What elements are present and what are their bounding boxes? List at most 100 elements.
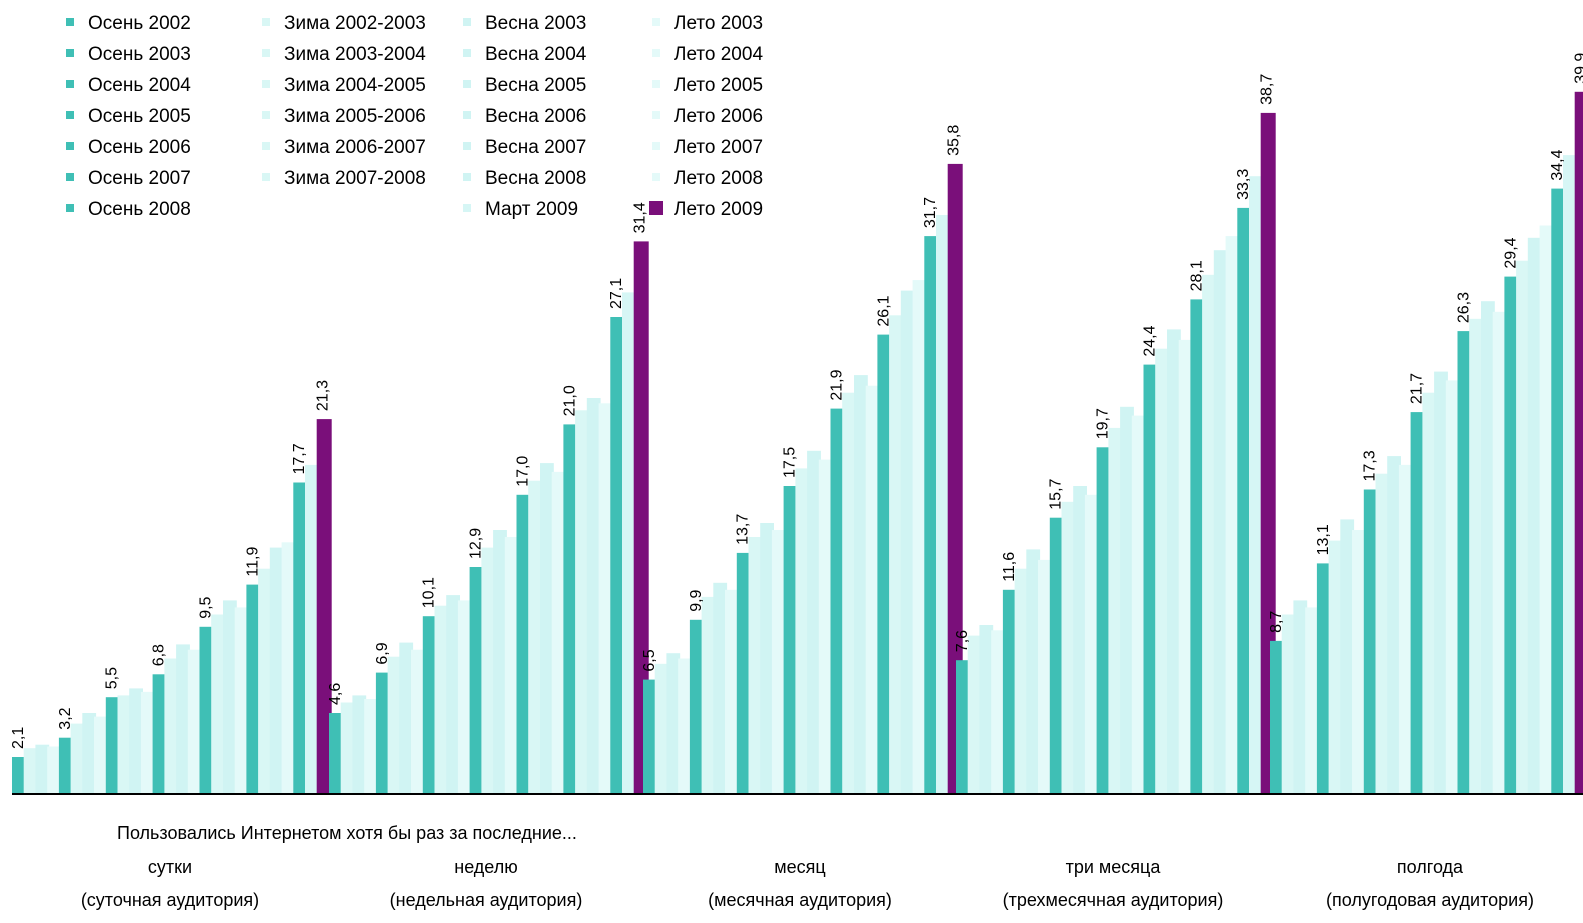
data-label: 34,4 [1549,149,1566,180]
bar [865,385,880,794]
bar [633,241,649,794]
data-label: 17,3 [1362,450,1379,481]
category-sublabel: (недельная аудитория) [390,890,583,910]
bar [140,691,155,794]
data-label: 19,7 [1095,408,1112,439]
legend-swatch [66,173,74,181]
legend-label: Лето 2009 [674,199,763,220]
bar [713,582,728,794]
bar [1213,250,1228,794]
bar [23,748,38,794]
bar [187,649,202,794]
category-label: неделю [454,857,517,877]
bar [329,713,343,794]
bar [1445,380,1460,794]
data-label: 35,8 [946,125,963,156]
legend-swatch [262,111,270,119]
bar [129,688,143,794]
data-label: 13,1 [1315,524,1332,555]
legend-label: Осень 2005 [88,106,191,127]
data-label: 21,0 [561,385,578,416]
bar [1178,339,1193,794]
bar [1316,563,1331,794]
bar [877,334,892,794]
bar [1120,406,1134,794]
category-label: сутки [148,857,192,877]
legend-label: Зима 2007-2008 [284,168,426,189]
bar [1190,299,1205,794]
bar [830,408,845,794]
bar [375,672,390,794]
legend-swatch [463,204,471,212]
legend-swatch [652,111,660,119]
bar [1527,237,1542,795]
bar [900,290,915,794]
legend-label: Лето 2005 [674,75,763,96]
category-sublabel: (суточная аудитория) [81,890,259,910]
data-label: 31,4 [632,202,649,233]
chart-caption: Пользовались Интернетом хотя бы раз за п… [117,823,577,843]
legend-label: Осень 2004 [88,75,191,96]
legend-swatch [649,201,663,215]
bar [105,697,120,794]
legend-label: Весна 2008 [485,168,586,189]
legend-label: Зима 2003-2004 [284,44,426,65]
bar [1131,415,1146,794]
legend-swatch [66,18,74,26]
bar [771,530,786,794]
bar [540,463,554,794]
bar [1375,473,1390,794]
legend-swatch [652,142,660,150]
bar [1281,614,1296,794]
bar [246,584,261,794]
bar [469,567,484,794]
bar [1143,364,1158,794]
data-label: 17,7 [291,443,308,474]
bar [991,630,1005,794]
bar [516,494,531,794]
legend-swatch [463,49,471,57]
legend-swatch [262,142,270,150]
data-label: 11,9 [244,547,261,577]
bar [94,716,108,794]
bar [1516,260,1530,794]
bar [889,315,903,794]
data-label: 21,3 [315,380,332,411]
legend-swatch [652,18,660,26]
data-label: 3,2 [57,707,74,729]
data-label: 39,9 [1573,53,1583,84]
bar [979,625,994,794]
legend-swatch [652,49,660,57]
data-label: 13,7 [735,514,752,545]
legend-swatch [652,80,660,88]
bar [35,744,50,794]
chart-bars [12,91,1583,795]
bar [340,702,355,794]
bar [70,723,85,794]
legend-label: Лето 2004 [674,44,763,65]
bar [1026,549,1041,794]
bar [1061,501,1076,794]
bar [1237,207,1252,794]
legend-label: Весна 2007 [485,137,586,158]
bar [1328,540,1343,794]
bar [47,746,61,794]
bar [956,660,970,794]
bar [1492,311,1507,794]
bar [1422,392,1437,794]
bar [1352,530,1366,794]
bar [643,679,657,794]
bar [1539,225,1554,794]
bar [199,626,214,794]
data-label: 28,1 [1188,260,1205,291]
data-label: 11,6 [1001,552,1018,582]
bar [411,649,425,794]
bar [493,530,507,794]
bar [457,600,472,794]
data-label: 26,1 [875,295,892,326]
bar [1167,329,1181,794]
bar [854,375,868,794]
bar [1457,331,1472,794]
bar [1014,568,1029,794]
legend-label: Март 2009 [485,199,578,220]
